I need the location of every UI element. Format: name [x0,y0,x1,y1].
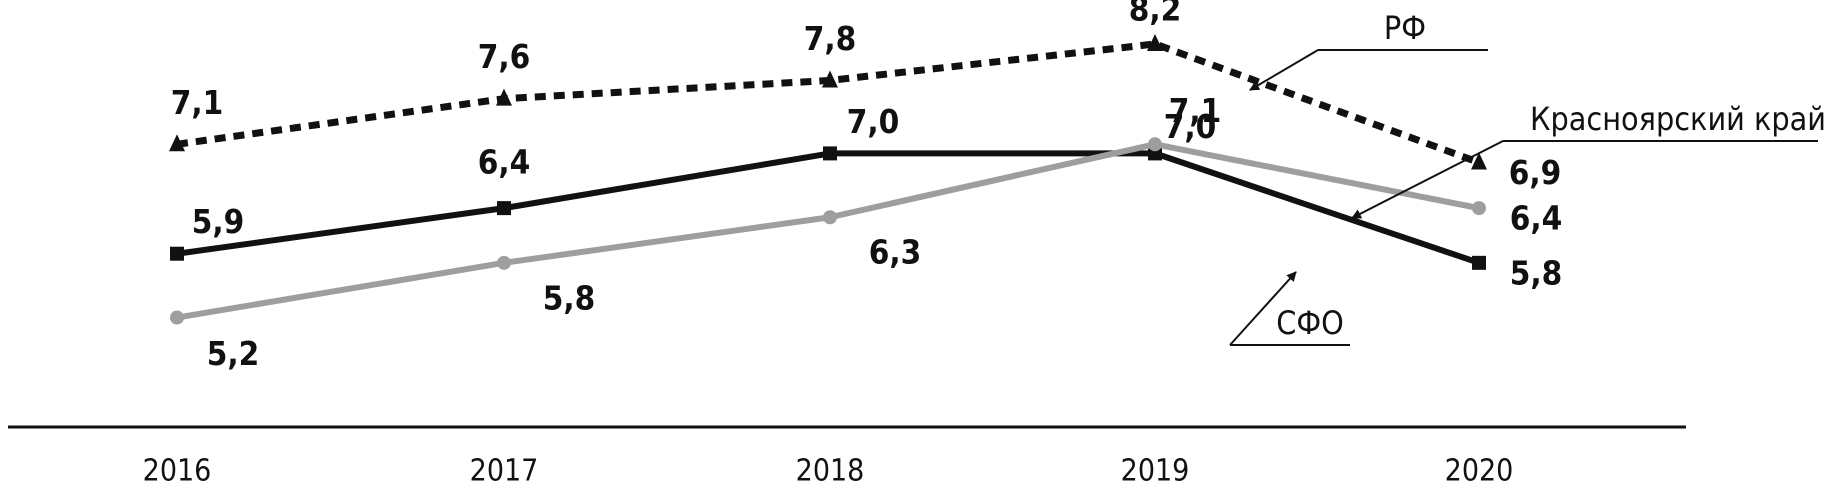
data-label-sfo-2016: 5,9 [192,202,245,241]
series-line-rf [176,40,1481,166]
series-callouts: РФ Красноярский край СФО [1229,9,1825,346]
data-point-sfo-2016 [170,246,184,261]
data-point-krasnoyarsk-2019 [1148,137,1162,152]
data-label-krasnoyarsk-2016: 5,2 [207,334,260,373]
data-label-sfo-2017: 6,4 [478,143,531,182]
data-label-sfo-2019: 7,0 [1164,107,1217,146]
x-tick-label-2016: 2016 [143,454,212,489]
series-name-sfo: СФО [1276,304,1344,342]
x-tick-label-2019: 2019 [1121,454,1190,489]
data-point-krasnoyarsk-2016 [170,310,184,325]
data-label-rf-2018: 7,8 [804,19,857,58]
data-label-krasnoyarsk-2020: 6,4 [1510,199,1563,238]
data-point-sfo-2018 [823,146,837,161]
data-point-rf-2020 [1471,152,1487,170]
series-name-krasnoyarsk: Красноярский край [1530,100,1825,138]
data-point-rf-2019 [1147,33,1163,51]
series-name-rf: РФ [1384,9,1426,47]
series-line-krasnoyarsk [176,141,1480,321]
data-label-sfo-2018: 7,0 [847,102,900,141]
data-label-krasnoyarsk-2018: 6,3 [869,233,922,272]
callout-arrow-krasnoyarsk [1351,140,1504,219]
callout-arrow-rf [1249,49,1319,91]
data-point-rf-2017 [496,88,512,106]
data-label-krasnoyarsk-2019: 7,1 [1169,91,1222,130]
data-point-krasnoyarsk-2017 [497,255,511,270]
x-axis-ticks: 2016 2017 2018 2019 2020 [143,454,1514,489]
data-label-rf-2016: 7,1 [171,83,224,122]
data-point-krasnoyarsk-2020 [1472,201,1486,216]
data-point-sfo-2017 [497,201,511,216]
x-tick-label-2017: 2017 [470,454,539,489]
data-point-rf-2016 [169,134,185,152]
x-tick-label-2020: 2020 [1445,454,1514,489]
data-point-krasnoyarsk-2018 [823,210,837,225]
x-tick-label-2018: 2018 [796,454,865,489]
data-label-krasnoyarsk-2017: 5,8 [543,278,596,317]
data-point-rf-2018 [822,70,838,88]
callout-arrow-sfo [1229,271,1297,346]
data-label-sfo-2020: 5,8 [1510,253,1563,292]
data-label-rf-2020: 6,9 [1509,153,1562,192]
data-point-sfo-2020 [1472,255,1486,270]
data-label-rf-2017: 7,6 [478,37,531,76]
data-label-rf-2019: 8,2 [1129,0,1182,28]
series-layer: 7,1 7,6 7,8 8,2 6,9 5,9 6,4 7,0 7,0 5,8 5,2 5,8 6,3 7… [169,0,1562,373]
